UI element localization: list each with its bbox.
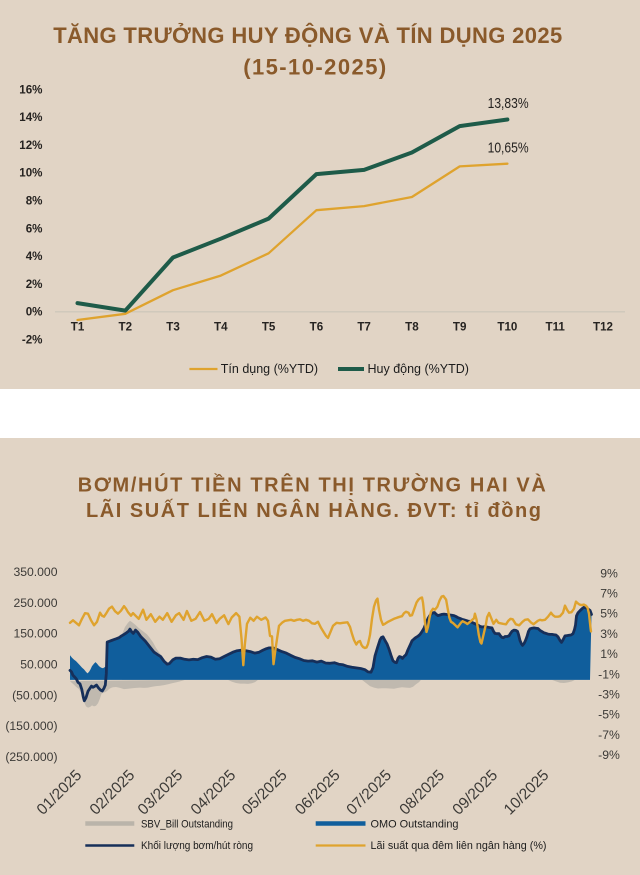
svg-text:0%: 0% bbox=[26, 306, 43, 319]
svg-text:3%: 3% bbox=[600, 627, 618, 641]
svg-text:2%: 2% bbox=[26, 278, 43, 291]
svg-text:-7%: -7% bbox=[598, 728, 620, 742]
svg-text:T11: T11 bbox=[546, 321, 566, 334]
svg-text:1%: 1% bbox=[600, 647, 618, 661]
svg-text:150.000: 150.000 bbox=[13, 627, 57, 641]
svg-text:T2: T2 bbox=[119, 321, 133, 334]
svg-text:T9: T9 bbox=[453, 321, 467, 334]
svg-text:T3: T3 bbox=[166, 321, 180, 334]
svg-text:-3%: -3% bbox=[598, 688, 620, 702]
svg-text:(250.000): (250.000) bbox=[5, 750, 57, 764]
svg-text:(150.000): (150.000) bbox=[5, 719, 57, 733]
svg-text:SBV_Bill Outstanding: SBV_Bill Outstanding bbox=[141, 819, 233, 831]
svg-text:14%: 14% bbox=[19, 111, 42, 124]
svg-text:T12: T12 bbox=[593, 321, 613, 334]
svg-text:(50.000): (50.000) bbox=[12, 688, 57, 702]
svg-text:10%: 10% bbox=[19, 167, 42, 180]
svg-text:50.000: 50.000 bbox=[20, 658, 57, 672]
svg-text:250.000: 250.000 bbox=[13, 596, 57, 610]
svg-text:BƠM/HÚT TIỀN TRÊN THỊ TRƯỜNG H: BƠM/HÚT TIỀN TRÊN THỊ TRƯỜNG HAI VÀ bbox=[78, 473, 546, 497]
svg-text:-5%: -5% bbox=[598, 708, 620, 722]
svg-text:7%: 7% bbox=[600, 587, 618, 601]
svg-text:-9%: -9% bbox=[598, 748, 620, 762]
svg-text:Khối lượng bơm/hút ròng: Khối lượng bơm/hút ròng bbox=[141, 840, 253, 852]
svg-text:6%: 6% bbox=[26, 222, 43, 235]
svg-text:T10: T10 bbox=[497, 321, 517, 334]
svg-text:Lãi suất qua đêm liên ngân hàn: Lãi suất qua đêm liên ngân hàng (%) bbox=[371, 840, 547, 852]
svg-text:T5: T5 bbox=[262, 321, 276, 334]
svg-text:T8: T8 bbox=[405, 321, 419, 334]
svg-text:8%: 8% bbox=[26, 195, 43, 208]
svg-text:4%: 4% bbox=[26, 250, 43, 263]
svg-text:LÃI SUẤT LIÊN NGÂN HÀNG. ĐVT:: LÃI SUẤT LIÊN NGÂN HÀNG. ĐVT: tỉ đồng bbox=[86, 498, 541, 522]
svg-text:TĂNG TRƯỞNG HUY ĐỘNG VÀ TÍN DỤ: TĂNG TRƯỞNG HUY ĐỘNG VÀ TÍN DỤNG 2025 bbox=[53, 23, 562, 48]
svg-text:T1: T1 bbox=[71, 321, 85, 334]
svg-text:Tín dụng (%YTD): Tín dụng (%YTD) bbox=[221, 362, 318, 376]
svg-text:12%: 12% bbox=[19, 139, 42, 152]
svg-text:350.000: 350.000 bbox=[13, 565, 57, 579]
svg-text:-2%: -2% bbox=[22, 334, 43, 347]
svg-text:13,83%: 13,83% bbox=[488, 95, 529, 112]
svg-text:Huy động (%YTD): Huy động (%YTD) bbox=[368, 362, 469, 376]
svg-text:T4: T4 bbox=[214, 321, 228, 334]
svg-text:16%: 16% bbox=[19, 83, 42, 96]
svg-text:5%: 5% bbox=[600, 607, 618, 621]
svg-text:-1%: -1% bbox=[598, 667, 620, 681]
svg-text:OMO Outstanding: OMO Outstanding bbox=[371, 819, 459, 831]
svg-text:10,65%: 10,65% bbox=[488, 140, 529, 157]
svg-text:(15-10-2025): (15-10-2025) bbox=[243, 55, 386, 80]
svg-text:9%: 9% bbox=[600, 566, 618, 580]
svg-text:T6: T6 bbox=[310, 321, 324, 334]
svg-text:T7: T7 bbox=[357, 321, 371, 334]
